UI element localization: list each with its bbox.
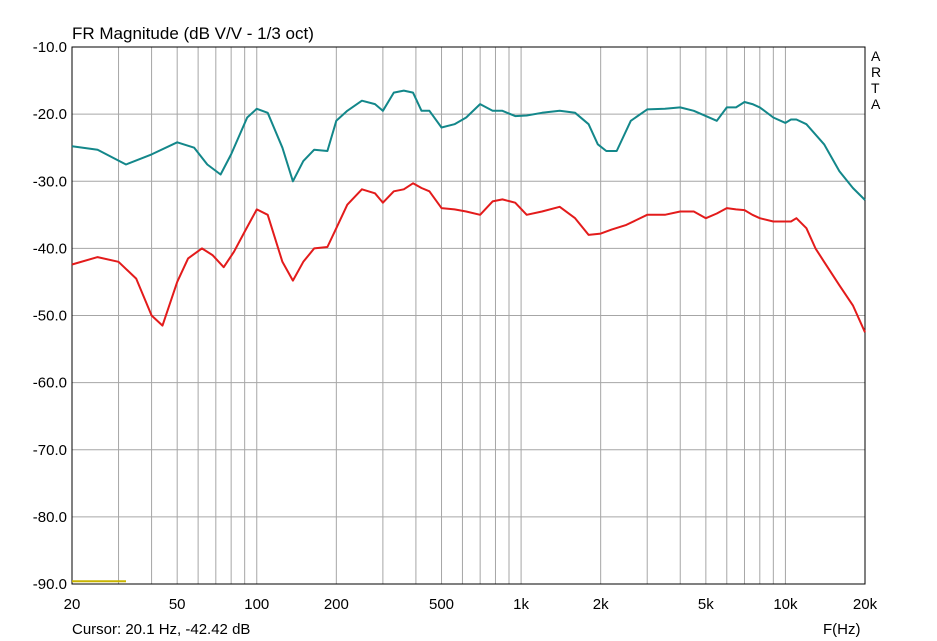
series-layer — [71, 89, 866, 583]
x-tick-label: 200 — [324, 596, 349, 613]
x-tick-label: 500 — [429, 596, 454, 613]
y-tick-label: -70.0 — [33, 442, 67, 459]
y-tick-label: -90.0 — [33, 576, 67, 593]
watermark-letter: T — [871, 80, 880, 96]
x-tick-label: 50 — [169, 596, 186, 613]
y-tick-label: -20.0 — [33, 106, 67, 123]
y-tick-label: -40.0 — [33, 240, 67, 257]
arta-watermark: A R T A — [871, 48, 881, 112]
y-axis-ticks: -10.0 -20.0 -30.0 -40.0 -50.0 -60.0 -70.0 -80.0… — [33, 39, 67, 593]
y-tick-label: -50.0 — [33, 308, 67, 325]
chart-title: FR Magnitude (dB V/V - 1/3 oct) — [72, 24, 314, 43]
x-tick-label: 100 — [244, 596, 269, 613]
x-tick-label: 20k — [853, 596, 878, 613]
x-tick-label: 2k — [593, 596, 609, 613]
x-tick-label: 20 — [64, 596, 81, 613]
y-tick-label: -60.0 — [33, 375, 67, 392]
grid-lines — [72, 47, 865, 584]
series-line-2 — [71, 182, 866, 333]
x-tick-label: 10k — [773, 596, 798, 613]
x-tick-label: 5k — [698, 596, 714, 613]
y-tick-label: -30.0 — [33, 173, 67, 190]
plot-frame — [71, 46, 866, 585]
cursor-readout: Cursor: 20.1 Hz, -42.42 dB — [72, 621, 250, 638]
x-axis-ticks: 20 50 100 200 500 1k 2k 5k 10k 20k — [64, 596, 878, 613]
x-axis-unit-label: F(Hz) — [823, 621, 861, 638]
y-tick-label: -10.0 — [33, 39, 67, 56]
watermark-letter: R — [871, 64, 881, 80]
watermark-letter: A — [871, 48, 881, 64]
series-line-1 — [71, 89, 866, 201]
x-tick-label: 1k — [513, 596, 529, 613]
watermark-letter: A — [871, 96, 881, 112]
y-tick-label: -80.0 — [33, 509, 67, 526]
